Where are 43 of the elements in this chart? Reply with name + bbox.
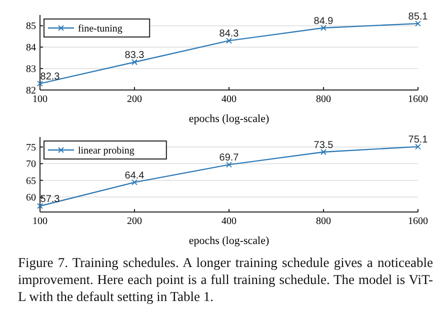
- data-label: 64.4: [124, 170, 145, 182]
- point: [132, 179, 138, 186]
- point: [37, 80, 43, 87]
- legend-label: fine-tuning: [78, 24, 122, 34]
- x-tick-label: 400: [222, 216, 236, 227]
- x-axis-title: epochs (log-scale): [188, 235, 270, 247]
- point: [37, 203, 43, 209]
- y-tick-label: 60: [26, 192, 36, 204]
- point: [226, 162, 232, 168]
- data-label: 73.5: [314, 140, 334, 151]
- caption: Figure 7. Training schedules. A longer training schedule gives a noticeable improvement. Here each point is a full training schedule. The model is ViT-L with the default setting in Table 1.: [18, 254, 433, 305]
- data-label: 83.3: [124, 50, 145, 62]
- data-label: 57.3: [40, 194, 60, 205]
- point: [132, 59, 138, 66]
- x-tick-label: 200: [127, 94, 142, 105]
- x-tick-label: 100: [32, 94, 48, 105]
- y-tick-label: 75: [26, 142, 36, 154]
- legend-label: linear probing: [78, 146, 134, 156]
- y-tick-label: 83: [26, 64, 36, 76]
- data-label: 82.3: [40, 72, 60, 83]
- y-tick-label: 82: [26, 86, 36, 96]
- data-label: 85.1: [408, 12, 428, 23]
- y-tick-label: 84: [26, 42, 36, 54]
- data-label: 75.1: [408, 134, 428, 146]
- x-tick-label: 400: [222, 94, 236, 105]
- x-axis-title: epochs (log-scale): [188, 113, 270, 125]
- point: [415, 144, 421, 150]
- point: [415, 20, 421, 27]
- y-tick-label: 85: [26, 21, 36, 32]
- x-tick-label: 100: [32, 216, 48, 227]
- x-tick-label: 1600: [408, 216, 428, 227]
- point: [320, 24, 326, 31]
- point: [226, 38, 232, 44]
- x-tick-label: 800: [316, 216, 331, 227]
- point: [320, 149, 326, 155]
- x-tick-label: 1600: [408, 94, 428, 105]
- data-label: 84.3: [219, 28, 240, 40]
- y-tick-label: 65: [26, 176, 36, 187]
- data-label: 84.9: [314, 16, 334, 27]
- y-tick-label: 70: [26, 159, 36, 170]
- x-tick-label: 200: [127, 216, 142, 227]
- data-label: 69.7: [219, 152, 240, 164]
- x-tick-label: 800: [316, 94, 331, 105]
